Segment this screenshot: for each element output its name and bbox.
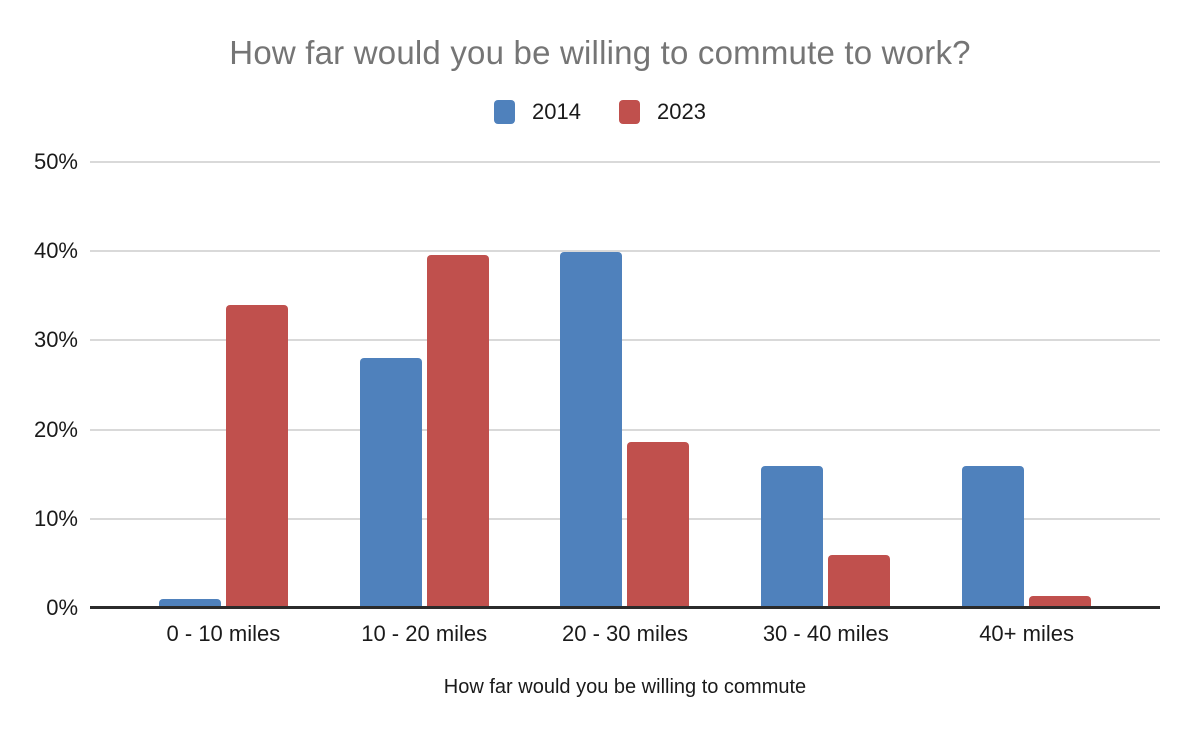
- legend-label: 2014: [532, 99, 581, 124]
- bar-group-30-40miles: [725, 162, 926, 608]
- bar-group-20-30miles: [525, 162, 726, 608]
- plot-area: 0 - 10 miles 10 - 20 miles 20 - 30 miles 30…: [90, 161, 1160, 646]
- legend-item-2014: 2014: [494, 99, 581, 125]
- y-tick-label: 40%: [33, 238, 78, 264]
- legend-label: 2023: [657, 99, 706, 124]
- x-tick-label: 30 - 40 miles: [762, 621, 889, 646]
- x-axis-labels: 0 - 10 miles 10 - 20 miles 20 - 30 miles 30…: [90, 621, 1160, 647]
- bar-2023-20-30miles: [627, 442, 690, 608]
- bar-group-0-10miles: [123, 162, 324, 608]
- x-axis-title: How far would you be willing to commute: [443, 676, 807, 698]
- bar-2023-10-20miles: [426, 254, 489, 608]
- bar-2023-30-40miles: [828, 555, 891, 608]
- y-tick-label: 50%: [33, 149, 78, 174]
- bar-2023-0-10miles: [225, 304, 288, 608]
- gridline-50%: [90, 161, 1160, 163]
- x-axis-line: [90, 606, 1160, 609]
- y-tick-label: 20%: [33, 416, 78, 442]
- bar-2014-30-40miles: [761, 466, 824, 608]
- gridline-10%: [90, 517, 1160, 520]
- x-tick-label: 0 - 10 miles: [166, 621, 281, 646]
- legend-swatch-2014: [494, 100, 516, 124]
- bar-2023-40+miles: [1029, 595, 1092, 608]
- bar-2014-40+miles: [962, 466, 1025, 608]
- bar-2014-20-30miles: [560, 252, 623, 608]
- bars-row: [90, 162, 1160, 608]
- y-tick-label: 10%: [33, 505, 78, 531]
- bar-group-10-20miles: [324, 162, 525, 608]
- y-axis-labels: 0% 10% 20% 30% 40% 50%: [0, 149, 78, 620]
- bar-2014-10-20miles: [359, 358, 422, 608]
- gridline-40%: [90, 250, 1160, 253]
- bar-2014-0-10miles: [158, 599, 221, 608]
- legend-swatch-2023: [619, 100, 640, 124]
- legend: 2014 2023: [0, 99, 1200, 125]
- gridline-20%: [90, 428, 1160, 431]
- x-tick-label: 20 - 30 miles: [562, 621, 688, 646]
- chart-title: How far would you be willing to commute …: [229, 34, 971, 71]
- legend-item-2023: 2023: [619, 99, 706, 125]
- bar-group-40+miles: [926, 162, 1127, 608]
- x-tick-label: 40+ miles: [979, 621, 1074, 646]
- y-tick-label: 30%: [33, 327, 78, 353]
- y-tick-label: 0%: [46, 595, 78, 620]
- x-tick-label: 10 - 20 miles: [361, 621, 488, 646]
- gridline-30%: [90, 339, 1160, 342]
